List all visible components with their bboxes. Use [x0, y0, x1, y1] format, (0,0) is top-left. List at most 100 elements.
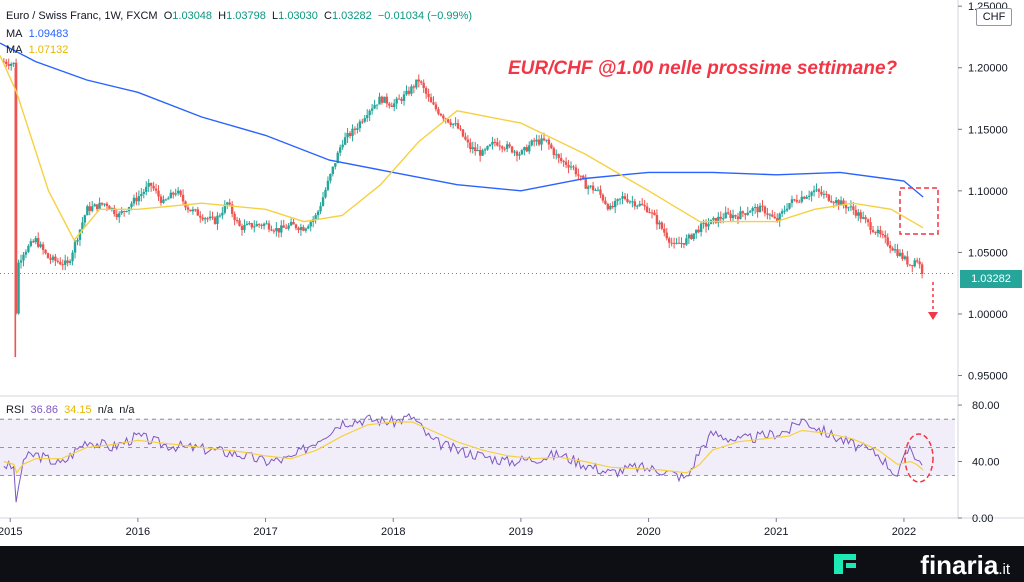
chart-canvas[interactable]: 1.250001.200001.150001.100001.050001.000…: [0, 0, 1024, 546]
candle-body: [903, 256, 907, 259]
candle-body: [292, 222, 295, 225]
candle-body: [567, 164, 570, 168]
candle-body: [780, 211, 784, 214]
candle-body: [9, 63, 13, 66]
candle-body: [390, 105, 393, 107]
low-label: L: [272, 10, 279, 22]
candle-body: [854, 209, 858, 216]
candle-body: [812, 190, 816, 193]
currency-button[interactable]: CHF: [976, 8, 1012, 26]
candle-body: [459, 128, 462, 130]
candle-body: [660, 222, 664, 229]
candle-body: [383, 96, 386, 103]
candle-body: [444, 118, 447, 120]
price-tick-label: 1.10000: [968, 186, 1008, 198]
candle-body: [422, 82, 425, 88]
candle-body: [272, 230, 276, 232]
candle-body: [385, 96, 389, 104]
candle-body: [719, 216, 722, 219]
candle-body: [803, 196, 806, 199]
candle-body: [71, 252, 74, 262]
candle-body: [520, 150, 524, 155]
candle-body: [361, 121, 364, 123]
candle-body: [206, 218, 209, 220]
candle-body: [159, 196, 163, 203]
candle-body: [12, 62, 15, 64]
candle-body: [626, 199, 629, 203]
candle-body: [339, 147, 342, 153]
candle-body: [245, 223, 249, 226]
candle-body: [37, 238, 40, 247]
rsi-legend[interactable]: RSI 36.86 34.15 n/a n/a: [6, 404, 135, 416]
candle-body: [483, 149, 487, 151]
candle-body: [329, 174, 332, 181]
rsi-pane[interactable]: [0, 398, 958, 518]
candle-body: [670, 242, 673, 244]
candle-body: [584, 179, 587, 189]
candle-body: [135, 197, 138, 202]
price-pane[interactable]: [0, 0, 958, 394]
candle-body: [898, 252, 902, 256]
candle-body: [908, 264, 912, 266]
candle-body: [793, 199, 796, 201]
candle-body: [650, 212, 654, 214]
candle-body: [800, 196, 803, 202]
candle-body: [103, 203, 106, 205]
candle-body: [866, 219, 870, 223]
candle-body: [785, 208, 789, 211]
candle-body: [66, 260, 69, 263]
candle-body: [341, 144, 344, 148]
candle-body: [704, 222, 708, 227]
candle-body: [918, 261, 921, 265]
candle-body: [638, 203, 641, 206]
candle-body: [373, 104, 376, 109]
candle-body: [579, 175, 583, 177]
symbol-legend[interactable]: Euro / Swiss Franc, 1W, FXCM O1.03048 H1…: [6, 10, 472, 22]
candle-body: [27, 245, 30, 252]
candle-body: [302, 226, 305, 231]
candle-body: [358, 121, 362, 129]
ma1-legend[interactable]: MA 1.09483: [6, 28, 68, 40]
candle-body: [191, 209, 195, 212]
candle-body: [807, 195, 811, 197]
candle-body: [474, 147, 477, 152]
candle-body: [766, 213, 769, 215]
candle-body: [24, 251, 28, 255]
candle-body: [395, 98, 398, 104]
candle-body: [768, 214, 772, 216]
price-tick-label: 1.15000: [968, 124, 1008, 136]
candle-body: [228, 202, 231, 205]
candle-body: [555, 154, 558, 156]
time-tick-label: 2021: [764, 526, 788, 538]
candle-body: [672, 242, 676, 244]
candle-body: [76, 239, 79, 242]
candle-body: [776, 218, 779, 222]
candle-body: [378, 96, 381, 105]
candle-body: [645, 206, 649, 213]
candle-body: [118, 213, 121, 218]
candle-body: [817, 189, 821, 192]
candle-body: [729, 213, 732, 219]
candle-body: [294, 224, 298, 229]
candle-body: [613, 200, 617, 208]
candle-body: [668, 238, 671, 243]
candle-body: [7, 64, 10, 66]
candle-body: [172, 192, 175, 195]
low-value: 1.03030: [278, 10, 318, 22]
candle-body: [805, 196, 808, 199]
candle-body: [591, 185, 595, 191]
candle-body: [412, 86, 416, 88]
ma2-legend[interactable]: MA 1.07132: [6, 44, 68, 56]
candle-body: [152, 185, 155, 189]
ma2-value: 1.07132: [28, 44, 69, 56]
brand-name: finaria: [920, 550, 999, 580]
candle-body: [439, 113, 443, 116]
candle-body: [108, 206, 111, 210]
candle-body: [32, 241, 35, 243]
candle-body: [471, 147, 474, 150]
candle-body: [751, 207, 754, 212]
rsi-ma-line: [3, 421, 924, 475]
brand-logo[interactable]: finaria.it: [920, 550, 1010, 581]
candle-body: [523, 147, 526, 151]
candle-body: [464, 136, 467, 140]
